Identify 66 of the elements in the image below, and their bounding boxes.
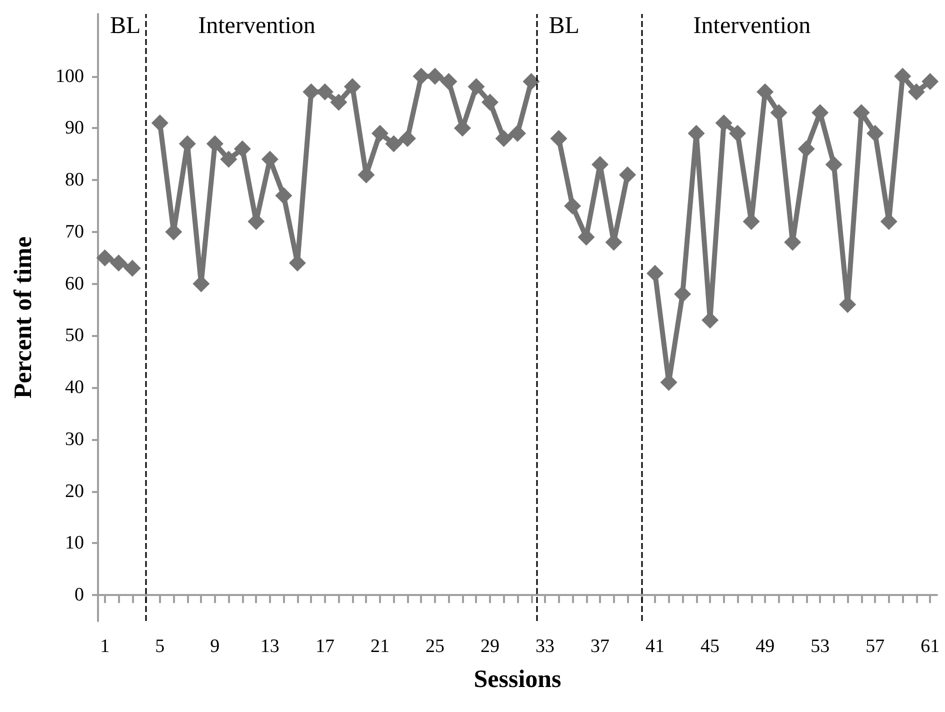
x-tick-label: 45 (700, 636, 720, 657)
x-tick-label: 1 (100, 636, 110, 657)
point (371, 124, 388, 142)
point (495, 130, 512, 148)
point (619, 166, 636, 184)
point (564, 197, 582, 214)
point (798, 140, 815, 158)
y-tick-label: 80 (65, 170, 84, 191)
annotation: BL (548, 13, 580, 39)
point (206, 135, 224, 152)
point (866, 124, 884, 142)
point (522, 72, 540, 90)
point (646, 264, 664, 282)
x-tick-label: 29 (480, 636, 500, 657)
point (922, 72, 939, 90)
point (825, 156, 842, 173)
y-tick-label: 70 (65, 221, 84, 242)
point (729, 124, 746, 142)
point (770, 104, 788, 122)
y-tick-label: 100 (56, 66, 84, 87)
x-tick-label: 37 (590, 636, 610, 657)
point (398, 130, 416, 148)
y-tick-label: 90 (65, 118, 84, 139)
point (509, 124, 526, 142)
point (715, 114, 732, 132)
x-tick-label: 41 (646, 636, 665, 657)
point (344, 78, 361, 96)
y-tick-label: 40 (65, 377, 84, 398)
point (110, 254, 128, 272)
point (908, 83, 925, 100)
x-tick-label: 33 (536, 636, 555, 657)
point (468, 78, 485, 96)
x-tick-label: 53 (810, 636, 830, 657)
y-tick-label: 20 (65, 480, 84, 502)
y-tick-label: 0 (74, 584, 84, 606)
point (894, 68, 912, 85)
x-tick-label: 21 (370, 636, 390, 657)
point (151, 114, 168, 132)
x-tick-label: 57 (866, 636, 885, 657)
point (481, 94, 498, 111)
y-tick-label: 50 (65, 325, 84, 346)
x-tick-label: 61 (920, 636, 940, 657)
annotation: BL (110, 13, 141, 39)
y-tick-label: 10 (65, 532, 84, 554)
y-tick-label: 60 (65, 273, 84, 294)
point (234, 140, 251, 158)
point (275, 187, 292, 204)
y-tick-label: 30 (65, 428, 84, 450)
point (674, 286, 692, 303)
x-tick-label: 9 (210, 636, 220, 657)
point (220, 150, 238, 168)
x-tick-label: 25 (425, 636, 444, 657)
x-axis-title: Sessions (474, 666, 562, 693)
x-tick-label: 17 (315, 636, 334, 657)
x-tick-label: 49 (756, 636, 775, 657)
annotation: Intervention (198, 13, 316, 39)
point (385, 135, 402, 152)
point (96, 249, 114, 266)
point (550, 130, 568, 148)
annotation: Intervention (693, 13, 811, 39)
y-axis-title: Percent of time (10, 236, 37, 398)
point (330, 94, 348, 111)
point (124, 260, 141, 277)
x-tick-label: 5 (155, 636, 165, 657)
point (440, 72, 458, 90)
x-tick-label: 13 (260, 636, 280, 657)
